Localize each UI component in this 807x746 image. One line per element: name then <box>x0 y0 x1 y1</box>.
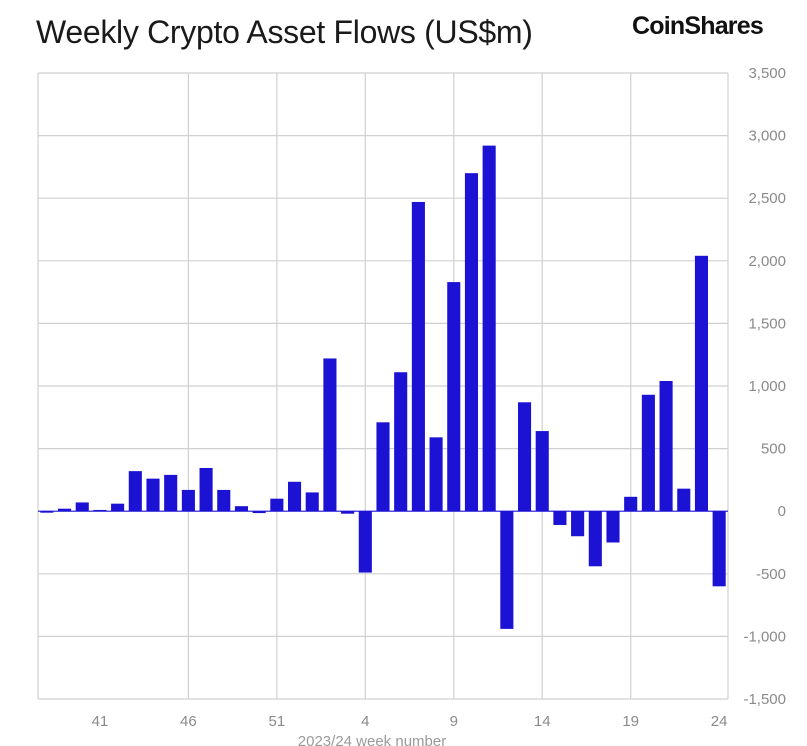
y-tick-label: -1,000 <box>743 628 786 645</box>
bar-week-39 <box>57 508 72 512</box>
bar-week-20 <box>641 394 655 512</box>
x-axis-ticks: 41 46 51 4 9 14 19 24 <box>92 713 728 730</box>
bar-week-51 <box>270 498 284 512</box>
bar-week-18 <box>606 511 620 543</box>
y-tick-label: 1,500 <box>748 315 786 332</box>
bar-week-42 <box>111 503 125 512</box>
brand-logo: CoinShares <box>632 12 764 40</box>
bar-week-22 <box>677 488 691 512</box>
bar-week-52 <box>287 481 302 512</box>
bar-week-2 <box>323 358 337 512</box>
bar-week-10 <box>464 173 479 512</box>
y-tick-label: 2,500 <box>748 190 786 207</box>
y-tick-label: -1,500 <box>743 691 786 708</box>
y-tick-label: 2,000 <box>748 253 786 270</box>
bar-week-45 <box>164 474 178 512</box>
x-tick-label: 19 <box>622 713 639 730</box>
y-axis-ticks: 3,500 3,000 2,500 2,000 1,500 1,000 500 0 -500 -1… <box>743 65 786 708</box>
bar-week-50 <box>252 511 266 514</box>
bar-week-49 <box>234 506 249 512</box>
bar-week-9 <box>447 282 461 512</box>
bar-week-1 <box>305 492 319 512</box>
x-tick-label: 41 <box>92 713 109 730</box>
bar-week-47 <box>199 468 213 512</box>
x-tick-label: 46 <box>180 713 197 730</box>
y-tick-label: 500 <box>761 441 786 458</box>
bar-week-40 <box>75 502 89 512</box>
x-tick-label: 51 <box>269 713 286 730</box>
bar-week-3 <box>341 511 355 514</box>
grid-lines <box>37 72 729 700</box>
bar-week-23 <box>694 255 709 512</box>
y-tick-label: 1,000 <box>748 378 786 395</box>
bar-week-21 <box>659 380 673 512</box>
bar-week-19 <box>624 496 638 512</box>
x-tick-label: 24 <box>711 713 728 730</box>
y-tick-label: 0 <box>778 503 786 520</box>
x-axis-label: 2023/24 week number <box>298 733 446 746</box>
bar-week-44 <box>146 478 160 512</box>
bar-week-48 <box>217 489 231 512</box>
bar-week-7 <box>411 201 425 512</box>
bars <box>38 145 728 629</box>
bar-week-4 <box>358 511 372 573</box>
y-tick-label: 3,500 <box>748 65 786 82</box>
bar-week-24 <box>712 511 726 587</box>
bar-week-5 <box>376 422 390 512</box>
bar-week-11 <box>482 145 496 512</box>
x-tick-label: 14 <box>534 713 551 730</box>
x-tick-label: 4 <box>361 713 369 730</box>
bar-week-43 <box>128 471 142 512</box>
y-tick-label: -500 <box>756 566 786 583</box>
chart-title: Weekly Crypto Asset Flows (US$m) <box>36 14 533 50</box>
bar-week-17 <box>588 511 602 567</box>
y-tick-label: 3,000 <box>748 128 786 145</box>
bar-week-13 <box>517 402 532 512</box>
bar-week-15 <box>553 511 567 525</box>
bar-week-46 <box>181 489 195 512</box>
bar-week-8 <box>429 437 443 512</box>
bar-week-38 <box>40 511 54 513</box>
bar-week-14 <box>535 431 549 512</box>
x-tick-label: 9 <box>450 713 458 730</box>
bar-week-16 <box>571 511 585 537</box>
bar-week-6 <box>394 372 408 512</box>
bar-week-12 <box>500 511 514 629</box>
